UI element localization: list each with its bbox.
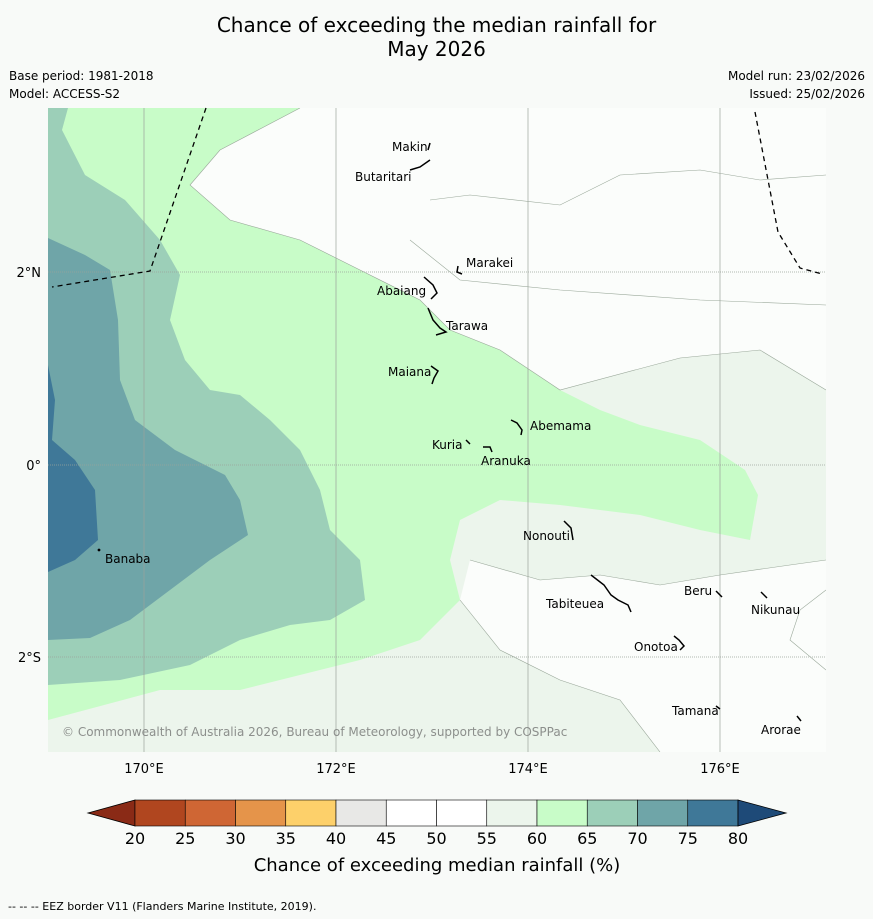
label-nikunau: Nikunau xyxy=(751,603,800,617)
colorbar-tick-label: 65 xyxy=(577,829,597,848)
lat-label-2n: 2°N xyxy=(17,266,42,281)
colorbar-tick-label: 50 xyxy=(426,829,446,848)
island-onotoa xyxy=(673,635,686,651)
contour-70-75 xyxy=(48,238,248,640)
lon-label-170e: 170°E xyxy=(124,762,164,777)
colorbar-segment xyxy=(285,799,337,827)
colorbar-segment xyxy=(436,799,488,827)
label-tarawa: Tarawa xyxy=(445,319,488,333)
island-banaba xyxy=(97,548,101,552)
lat-label-2s: 2°S xyxy=(18,651,41,666)
lon-label-176e: 176°E xyxy=(700,762,740,777)
island-makin xyxy=(427,142,431,151)
island-tabiteuea xyxy=(590,574,632,613)
label-tamana: Tamana xyxy=(671,704,719,718)
colorbar-segment xyxy=(385,799,437,827)
eez-borders xyxy=(51,107,823,288)
chart-title-line1: Chance of exceeding the median rainfall … xyxy=(216,13,657,37)
colorbar-segment xyxy=(687,799,739,827)
colorbar-tick-label: 40 xyxy=(326,829,346,848)
grid-lines xyxy=(48,108,826,752)
label-maiana: Maiana xyxy=(388,365,431,379)
colorbar-tick-label: 45 xyxy=(376,829,396,848)
label-onotoa: Onotoa xyxy=(634,640,678,654)
colorbar xyxy=(86,799,788,827)
label-arorae: Arorae xyxy=(761,723,801,737)
issued-date: Issued: 25/02/2026 xyxy=(749,87,865,101)
colorbar-segment xyxy=(486,799,538,827)
contour-fill-layer xyxy=(48,108,826,752)
model-run: Model run: 23/02/2026 xyxy=(727,69,865,83)
colorbar-tick-label: 20 xyxy=(125,829,145,848)
label-abaiang: Abaiang xyxy=(377,284,426,298)
colorbar-under-arrow xyxy=(86,799,136,827)
island-aranuka xyxy=(483,446,493,453)
colorbar-segment xyxy=(134,799,186,827)
label-banaba: Banaba xyxy=(105,552,151,566)
colorbar-tick-label: 25 xyxy=(175,829,195,848)
colorbar-tick-label: 55 xyxy=(477,829,497,848)
island-abemama xyxy=(510,419,523,436)
colorbar-over-arrow xyxy=(737,799,788,827)
label-tabiteuea: Tabiteuea xyxy=(545,597,604,611)
colorbar-tick-labels: 20 25 30 35 40 45 50 55 60 65 70 75 80 xyxy=(125,829,748,848)
island-maiana xyxy=(430,365,439,385)
colorbar-tick-label: 35 xyxy=(276,829,296,848)
colorbar-segment xyxy=(235,799,287,827)
island-nonouti xyxy=(563,520,574,541)
island-butaritari xyxy=(409,159,431,171)
lon-label-172e: 172°E xyxy=(316,762,356,777)
lat-label-0: 0° xyxy=(26,459,41,474)
label-makin: Makin xyxy=(392,140,428,154)
contour-lines xyxy=(189,108,826,752)
colorbar-tick-label: 60 xyxy=(527,829,547,848)
colorbar-tick-label: 75 xyxy=(678,829,698,848)
island-abaiang xyxy=(423,276,438,300)
label-abemama: Abemama xyxy=(530,419,591,433)
island-kuria xyxy=(465,439,471,445)
label-kuria: Kuria xyxy=(432,438,463,452)
contour-45-55-north xyxy=(190,108,826,390)
chart-title-line2: May 2026 xyxy=(387,37,486,61)
island-arorae xyxy=(796,715,802,722)
label-nonouti: Nonouti xyxy=(523,529,570,543)
colorbar-segment xyxy=(184,799,236,827)
contour-75-80 xyxy=(48,365,98,572)
colorbar-segment xyxy=(586,799,638,827)
colorbar-label: Chance of exceeding median rainfall (%) xyxy=(254,855,621,876)
lon-label-174e: 174°E xyxy=(508,762,548,777)
colorbar-tick-label: 80 xyxy=(728,829,748,848)
label-butaritari: Butaritari xyxy=(355,170,412,184)
island-marakei xyxy=(456,265,463,275)
island-nikunau xyxy=(760,591,768,599)
model-name: Model: ACCESS-S2 xyxy=(9,87,121,101)
islands xyxy=(97,142,802,722)
island-tarawa xyxy=(427,307,448,336)
island-beru xyxy=(715,590,723,598)
island-tamana xyxy=(715,705,721,710)
base-period: Base period: 1981-2018 xyxy=(9,69,154,83)
label-aranuka: Aranuka xyxy=(481,454,531,468)
axis-labels: 2°N 0° 2°S 170°E 172°E 174°E 176°E xyxy=(17,266,740,777)
colorbar-tick-label: 70 xyxy=(627,829,647,848)
label-marakei: Marakei xyxy=(466,256,513,270)
eez-footnote: -- -- -- EEZ border V11 (Flanders Marine… xyxy=(8,900,317,913)
colorbar-segment xyxy=(637,799,689,827)
colorbar-segment xyxy=(536,799,588,827)
label-beru: Beru xyxy=(684,584,712,598)
copyright-notice: © Commonwealth of Australia 2026, Bureau… xyxy=(62,725,567,739)
colorbar-tick-label: 30 xyxy=(225,829,245,848)
place-labels: Makin Butaritari Marakei Abaiang Tarawa … xyxy=(105,140,801,737)
contour-45-55-south xyxy=(460,560,826,752)
colorbar-segment xyxy=(335,799,387,827)
